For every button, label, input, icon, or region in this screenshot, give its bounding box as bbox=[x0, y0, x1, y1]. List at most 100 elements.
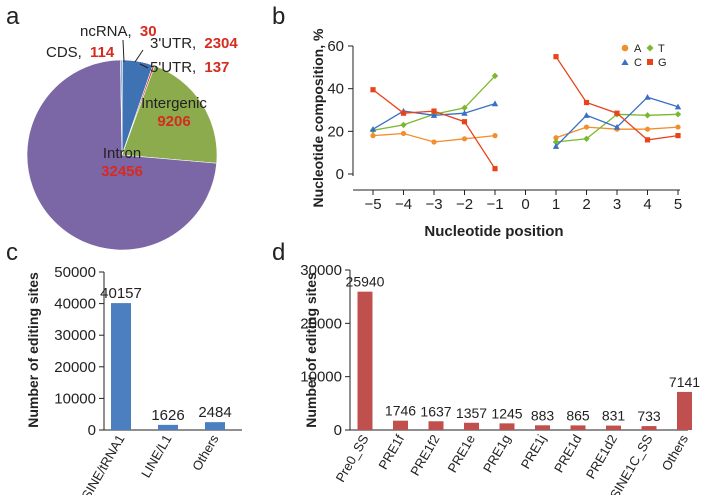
b-ytick-label: 20 bbox=[327, 123, 344, 140]
pie-leader-ncrna bbox=[122, 39, 125, 63]
b-point-t bbox=[461, 104, 468, 112]
utr3-name: 3'UTR, bbox=[150, 35, 196, 52]
b-point-g bbox=[583, 99, 590, 106]
panel-letter-a: a bbox=[6, 3, 20, 30]
b-point-a bbox=[461, 136, 468, 142]
utr3-value: 2304 bbox=[204, 35, 238, 52]
b-point-g bbox=[644, 137, 651, 143]
panel-letter-d: d bbox=[272, 239, 285, 266]
legend-label-g: G bbox=[658, 57, 667, 69]
b-point-a bbox=[431, 139, 437, 145]
legend-label-t: T bbox=[658, 43, 665, 55]
d-value-label: 1357 bbox=[456, 405, 487, 421]
b-xtick-label: −4 bbox=[395, 196, 412, 213]
c-ytick-label: 30000 bbox=[54, 327, 96, 344]
b-point-a bbox=[400, 130, 407, 137]
d-value-label: 733 bbox=[637, 408, 661, 424]
d-bar bbox=[499, 423, 515, 430]
pie-chart bbox=[26, 59, 218, 251]
legend-label-c: C bbox=[634, 57, 642, 69]
b-point-a bbox=[370, 133, 376, 139]
legend-marker-t bbox=[646, 44, 654, 52]
b-point-t bbox=[491, 72, 499, 80]
d-value-label: 883 bbox=[531, 407, 555, 423]
b-point-t bbox=[400, 121, 407, 129]
ncrna-value: 30 bbox=[140, 23, 157, 40]
b-point-a bbox=[553, 135, 559, 141]
b-xtick-label: −3 bbox=[425, 196, 442, 213]
c-bar bbox=[205, 422, 225, 430]
c-value-label: 2484 bbox=[198, 404, 231, 421]
b-xlabel: Nucleotide position bbox=[424, 223, 563, 240]
utr5-value: 137 bbox=[204, 59, 229, 76]
b-xtick-label: 2 bbox=[582, 196, 590, 213]
pie-label-intergenic: Intergenic bbox=[141, 95, 207, 112]
b-series bbox=[369, 54, 682, 172]
c-ytick-label: 0 bbox=[88, 422, 96, 439]
b-ytick-label: 0 bbox=[336, 166, 344, 183]
c-value-label: 40157 bbox=[100, 285, 142, 302]
c-ytick-label: 10000 bbox=[54, 390, 96, 407]
b-point-g bbox=[553, 54, 559, 60]
pie-label-utr3: 3'UTR, 2304 bbox=[150, 35, 238, 52]
d-bar bbox=[570, 425, 586, 430]
d-ytick-label: 20000 bbox=[300, 315, 342, 332]
utr5-name: 5'UTR, bbox=[150, 59, 196, 76]
pie-label-intron: Intron bbox=[103, 145, 141, 162]
d-ylabel: Number of editing sites bbox=[303, 272, 319, 428]
pie-value-intron: 32456 bbox=[101, 163, 143, 180]
ncrna-name: ncRNA, bbox=[80, 23, 132, 40]
d-category-label: PRE1g bbox=[480, 432, 514, 475]
b-point-g bbox=[675, 133, 681, 139]
d-ytick-label: 30000 bbox=[300, 262, 342, 279]
pie-label-utr5: 5'UTR, 137 bbox=[150, 59, 229, 76]
b-ytick-label: 60 bbox=[327, 38, 344, 55]
b-line-g bbox=[372, 89, 496, 170]
d-value-label: 831 bbox=[602, 408, 626, 424]
c-category-label: Others bbox=[189, 432, 222, 474]
d-category-label: PRE1e bbox=[445, 432, 479, 475]
d-value-label: 1746 bbox=[385, 403, 416, 419]
pie-value-intergenic: 9206 bbox=[157, 113, 190, 130]
b-xtick-label: 1 bbox=[552, 196, 560, 213]
d-bar bbox=[677, 391, 692, 430]
panel-letter-c: c bbox=[6, 239, 18, 266]
b-xtick-label: −1 bbox=[486, 196, 503, 213]
b-point-c bbox=[552, 143, 560, 149]
b-xtick-label: −2 bbox=[456, 196, 473, 213]
b-point-a bbox=[492, 133, 498, 139]
c-value-label: 1626 bbox=[151, 407, 184, 424]
c-bar bbox=[158, 424, 178, 430]
b-point-t bbox=[552, 138, 560, 146]
b-point-t bbox=[583, 135, 590, 142]
b-xtick-label: 5 bbox=[674, 196, 682, 213]
b-xtick-label: 3 bbox=[613, 196, 621, 213]
d-bar bbox=[393, 420, 408, 430]
d-category-label: Others bbox=[659, 432, 692, 474]
b-point-t bbox=[644, 112, 651, 119]
d-category-label: PRE1d2 bbox=[583, 432, 620, 481]
c-category-label: LINE/L1 bbox=[138, 432, 174, 480]
d-value-label: 25940 bbox=[346, 274, 385, 290]
b-ytick-label: 40 bbox=[327, 81, 344, 98]
panel-letter-b: b bbox=[272, 3, 285, 30]
pie-leader-utr3 bbox=[134, 49, 144, 63]
pie-leader-utr5 bbox=[139, 63, 149, 69]
b-point-c bbox=[613, 123, 621, 130]
pie-labels: ncRNA, 30 CDS, 114 3'UTR, 2304 5'UTR, 13… bbox=[46, 23, 238, 180]
b-point-g bbox=[370, 87, 376, 93]
b-legend: A T C G bbox=[621, 43, 667, 69]
d-ytick-label: 10000 bbox=[300, 369, 342, 386]
d-bar bbox=[357, 291, 373, 430]
b-point-g bbox=[400, 110, 407, 116]
b-point-c bbox=[644, 94, 651, 100]
d-value-label: 1245 bbox=[491, 405, 522, 421]
d-bar bbox=[535, 425, 550, 430]
c-ytick-label: 40000 bbox=[54, 296, 96, 313]
d-value-label: 1637 bbox=[420, 403, 451, 419]
b-point-c bbox=[491, 100, 499, 107]
b-point-a bbox=[644, 126, 651, 132]
